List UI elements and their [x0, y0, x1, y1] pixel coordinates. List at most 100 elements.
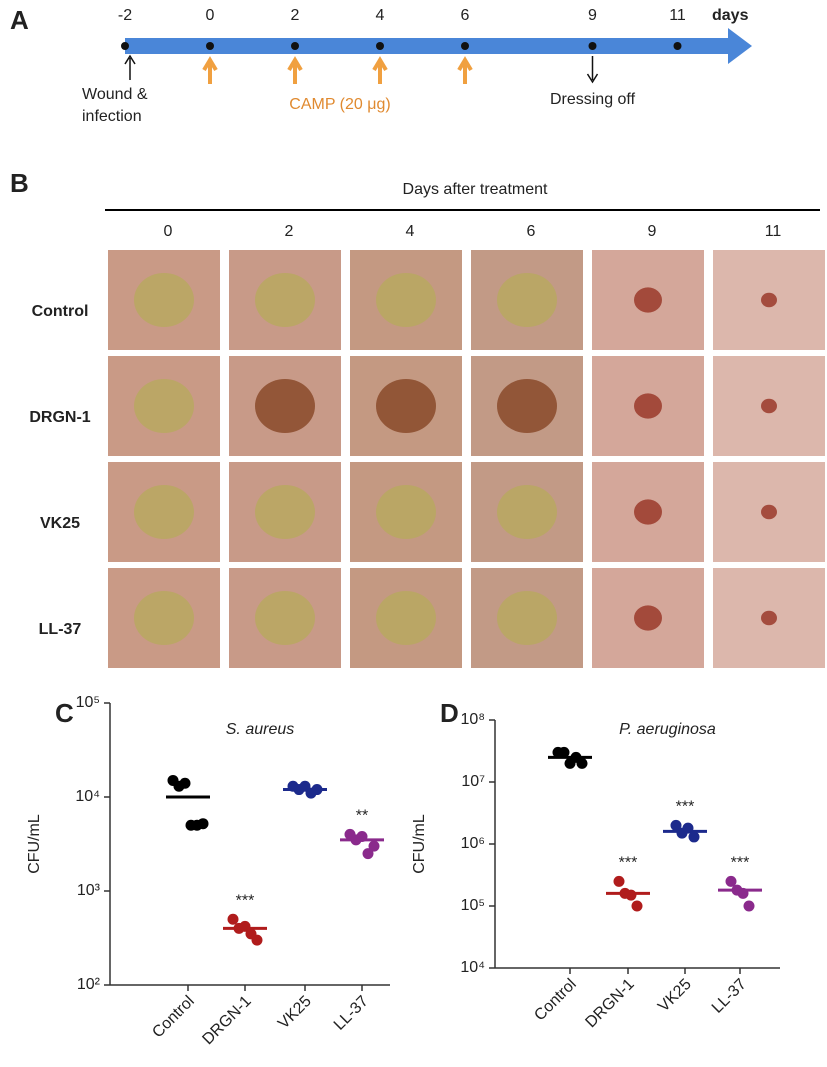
unit-label: days — [712, 7, 749, 24]
wound — [255, 379, 315, 433]
y-axis-label: CFU/mL — [411, 814, 428, 874]
wound — [255, 273, 315, 327]
wound — [134, 591, 194, 645]
column-label: 11 — [765, 223, 782, 240]
wound — [497, 273, 557, 327]
row-label: LL-37 — [39, 621, 82, 638]
day-label: 2 — [291, 7, 300, 24]
day-label: 6 — [461, 7, 470, 24]
row-label: Control — [32, 303, 89, 320]
data-point — [688, 831, 700, 843]
wound — [634, 393, 662, 419]
timeline-dot — [673, 42, 682, 50]
timeline-dot — [121, 42, 129, 50]
panel-letter: D — [440, 698, 459, 728]
day-label: -2 — [118, 7, 132, 24]
treatment-arrow — [202, 56, 218, 84]
data-point — [251, 934, 263, 946]
data-point — [625, 889, 637, 901]
data-point — [613, 875, 625, 887]
y-tick-label: 10⁴ — [460, 959, 485, 976]
day-label: 0 — [206, 7, 215, 24]
significance: *** — [619, 855, 638, 872]
data-point — [576, 757, 588, 769]
treatment-arrow — [287, 56, 303, 84]
treatment-arrow — [457, 56, 473, 84]
treatment-arrow — [372, 56, 388, 84]
panel-letter: C — [55, 698, 74, 728]
significance: *** — [731, 855, 750, 872]
y-tick-label: 10⁶ — [461, 835, 485, 852]
x-tick-label: Control — [531, 976, 580, 1025]
y-tick-label: 10⁵ — [76, 694, 100, 711]
wound — [134, 379, 194, 433]
wound — [497, 379, 557, 433]
significance: *** — [236, 893, 255, 910]
x-tick-label: LL-37 — [331, 993, 372, 1034]
panel-letter: B — [10, 168, 29, 198]
data-point — [362, 848, 374, 860]
x-tick-label: VK25 — [275, 993, 315, 1033]
x-tick-label: LL-37 — [709, 976, 750, 1017]
y-tick-label: 10⁵ — [461, 897, 485, 914]
end-label: Dressing off — [550, 91, 636, 108]
timeline-dot — [461, 42, 469, 50]
wound — [761, 610, 777, 626]
significance: *** — [676, 799, 695, 816]
data-point — [743, 900, 755, 912]
column-label: 9 — [648, 223, 657, 240]
x-tick-label: DRGN-1 — [199, 993, 254, 1048]
y-tick-label: 10⁷ — [461, 773, 485, 790]
x-tick-label: Control — [149, 993, 198, 1042]
wound — [255, 591, 315, 645]
wound — [376, 379, 436, 433]
treatment-label: CAMP (20 μg) — [289, 96, 390, 113]
wound — [134, 273, 194, 327]
timeline-dot — [588, 42, 597, 50]
column-label: 4 — [406, 223, 415, 240]
data-point — [227, 913, 239, 925]
day-label: 4 — [376, 7, 385, 24]
column-label: 2 — [285, 223, 294, 240]
wound — [376, 485, 436, 539]
chart-title: P. aeruginosa — [619, 721, 716, 738]
panel-letter: A — [10, 5, 29, 35]
wound — [497, 485, 557, 539]
wound — [376, 591, 436, 645]
wound — [761, 504, 777, 520]
data-point — [179, 777, 191, 789]
data-point — [197, 818, 209, 830]
y-axis-label: CFU/mL — [26, 814, 43, 874]
timeline-dot — [376, 42, 384, 50]
start-label: Wound & infection — [82, 86, 148, 125]
y-tick-label: 10⁴ — [75, 788, 100, 805]
y-tick-label: 10² — [77, 976, 101, 993]
y-tick-label: 10³ — [77, 882, 101, 899]
column-label: 6 — [527, 223, 536, 240]
x-tick-label: DRGN-1 — [582, 976, 637, 1031]
wound — [376, 273, 436, 327]
data-point — [631, 900, 643, 912]
wound — [634, 287, 662, 313]
wound — [761, 398, 777, 414]
chart-title: S. aureus — [226, 721, 294, 738]
end-arrow — [586, 56, 599, 84]
y-tick-label: 10⁸ — [460, 711, 485, 728]
column-label: 0 — [164, 223, 173, 240]
day-label: 9 — [588, 7, 597, 24]
data-point — [558, 746, 570, 758]
data-point — [725, 875, 737, 887]
x-tick-label: VK25 — [655, 976, 695, 1016]
start-arrow — [124, 54, 136, 80]
timeline-arrow — [125, 28, 752, 64]
photo-header: Days after treatment — [403, 181, 549, 198]
timeline-dot — [206, 42, 214, 50]
wound — [634, 499, 662, 525]
significance: ** — [356, 808, 368, 825]
timeline-dot — [291, 42, 299, 50]
data-point — [368, 840, 380, 852]
wound — [634, 605, 662, 631]
row-label: DRGN-1 — [29, 409, 90, 426]
wound — [761, 292, 777, 308]
